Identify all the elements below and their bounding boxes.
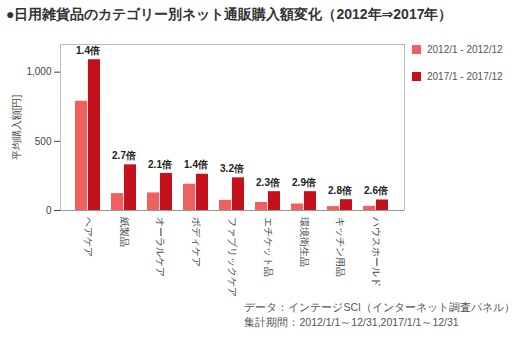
svg-text:2.3倍: 2.3倍 [256, 177, 280, 188]
html-text:●日用雑貨品のカテゴリー別ネット通販購入額変化（2012年⇒: ●日用雑貨品のカテゴリー別ネット通販購入額変化（2012年⇒2017年） [6, 6, 453, 22]
svg-text:ハウスホールド: ハウスホールド [371, 216, 382, 287]
svg-text:紙製品: 紙製品 [119, 217, 130, 247]
html-text:集計期間：2012/1/1～12/31,2017/1/1～1: 集計期間：2012/1/1～12/31,2017/1/1～12/31 [244, 316, 459, 328]
svg-text:1.4倍: 1.4倍 [76, 45, 100, 56]
svg-text:ボディケア: ボディケア [191, 217, 202, 267]
svg-text:エチケット品: エチケット品 [263, 217, 274, 277]
html-text:データ：インテージSCI（インターネット調査パネル）: データ：インテージSCI（インターネット調査パネル） [244, 301, 515, 313]
svg-text:2.1倍: 2.1倍 [148, 159, 172, 170]
svg-text:2.7倍: 2.7倍 [112, 150, 136, 161]
svg-text:環境衛生品: 環境衛生品 [299, 217, 310, 267]
html-text:2012/1 - 2012/12: 2012/1 - 2012/12 [427, 44, 503, 55]
svg-text:2.8倍: 2.8倍 [328, 185, 352, 196]
svg-text:平均購入額[円]: 平均購入額[円] [11, 95, 22, 161]
svg-text:500: 500 [35, 136, 52, 147]
svg-text:0: 0 [46, 205, 52, 216]
svg-text:3.2倍: 3.2倍 [220, 163, 244, 174]
svg-text:2.6倍: 2.6倍 [364, 185, 388, 196]
svg-text:オーラルケア: オーラルケア [155, 217, 166, 277]
svg-text:ヘアケア: ヘアケア [83, 217, 94, 257]
html-text:2017/1 - 2017/12: 2017/1 - 2017/12 [427, 71, 503, 82]
svg-text:キッチン用品: キッチン用品 [335, 217, 346, 277]
svg-text:2.9倍: 2.9倍 [292, 177, 316, 188]
svg-text:ファブリックケア: ファブリックケア [227, 217, 238, 297]
svg-text:1.4倍: 1.4倍 [184, 159, 208, 170]
svg-text:1,000: 1,000 [26, 66, 51, 77]
